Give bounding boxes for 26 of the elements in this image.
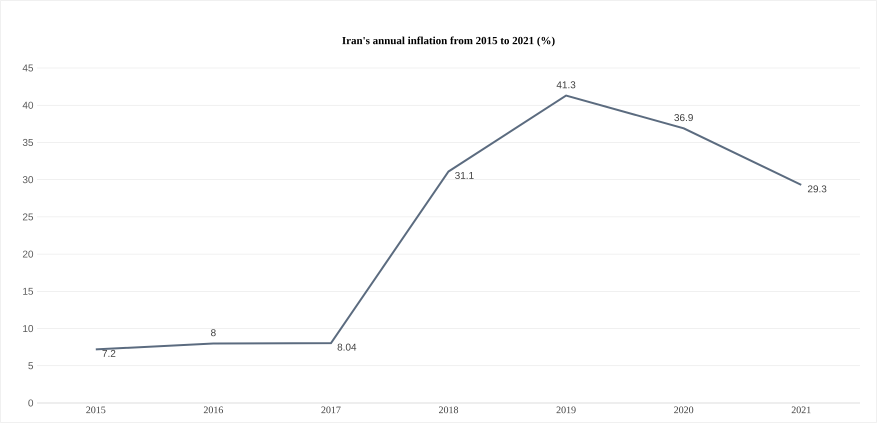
x-tick-label: 2015 xyxy=(86,406,106,414)
data-label: 36.9 xyxy=(674,114,693,122)
data-label: 29.3 xyxy=(808,185,826,192)
y-tick-label: 0 xyxy=(28,399,34,407)
y-tick-label: 5 xyxy=(28,362,34,370)
x-tick-label: 2017 xyxy=(321,406,341,414)
data-label: 41.3 xyxy=(556,81,576,88)
data-label: 31.1 xyxy=(455,172,474,180)
y-tick-label: 30 xyxy=(22,176,34,184)
y-tick-label: 40 xyxy=(22,102,34,109)
x-tick-label: 2021 xyxy=(792,406,811,414)
y-tick-label: 45 xyxy=(22,64,34,72)
y-tick-label: 10 xyxy=(23,325,34,332)
chart-title: Iran's annual inflation from 2015 to 2021 (%) xyxy=(342,36,555,46)
y-tick-label: 35 xyxy=(22,138,34,146)
x-tick-label: 2019 xyxy=(556,406,576,414)
x-tick-label: 2020 xyxy=(674,406,694,414)
y-tick-label: 15 xyxy=(23,288,34,295)
data-label: 8 xyxy=(211,329,216,336)
data-label: 7.2 xyxy=(102,350,116,357)
line-series xyxy=(94,94,802,350)
y-tick-label: 25 xyxy=(22,213,34,220)
y-tick-label: 20 xyxy=(22,250,34,258)
x-tick-label: 2016 xyxy=(204,406,224,414)
x-tick-label: 2018 xyxy=(438,406,458,414)
data-label: 8.04 xyxy=(338,344,356,351)
